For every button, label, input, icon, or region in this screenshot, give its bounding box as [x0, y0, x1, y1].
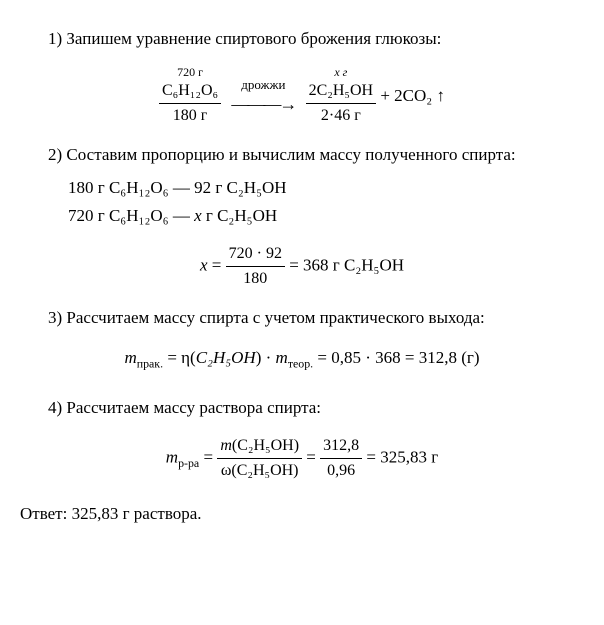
- step1-text: 1) Запишем уравнение спиртового брожения…: [20, 26, 584, 52]
- reactant: C₆H₁₂O₆: [162, 82, 218, 99]
- catalyst: дрожжи: [231, 75, 295, 95]
- product-remainder: + 2CO₂ ↑: [380, 85, 445, 104]
- mass-given: 720 г: [162, 66, 218, 78]
- step2-calc: x = 720 · 92 180 = 368 г C₂H₅OH: [20, 242, 584, 291]
- reactant-molar: 180 г: [159, 104, 221, 128]
- final-answer: Ответ: 325,83 г раствора.: [20, 501, 584, 527]
- step3-text: 3) Рассчитаем массу спирта с учетом прак…: [20, 305, 584, 331]
- product1-molar: 2·46 г: [306, 104, 377, 128]
- step4-calc: mр-ра = m(C₂H₅OH) ω(C₂H₅OH) = 312,8 0,96…: [20, 434, 584, 483]
- step3-calc: mпрак. = η(С₂H₅OH) · mтеор. = 0,85 · 368…: [20, 345, 584, 373]
- arrow-icon: ———→: [231, 94, 295, 114]
- step4-text: 4) Рассчитаем массу раствора спирта:: [20, 395, 584, 421]
- proportion-line2: 720 г C₆H₁₂O₆ — x г C₂H₅OH: [68, 203, 584, 229]
- product1: 2C₂H₅OH: [309, 82, 374, 99]
- step1-equation: 720 г C₆H₁₂O₆ 180 г дрожжи ———→ x г 2C₂H…: [20, 66, 584, 128]
- mass-x: x г: [309, 66, 374, 78]
- step2-text: 2) Составим пропорцию и вычислим массу п…: [20, 142, 584, 168]
- proportion-line1: 180 г C₆H₁₂O₆ — 92 г C₂H₅OH: [68, 175, 584, 201]
